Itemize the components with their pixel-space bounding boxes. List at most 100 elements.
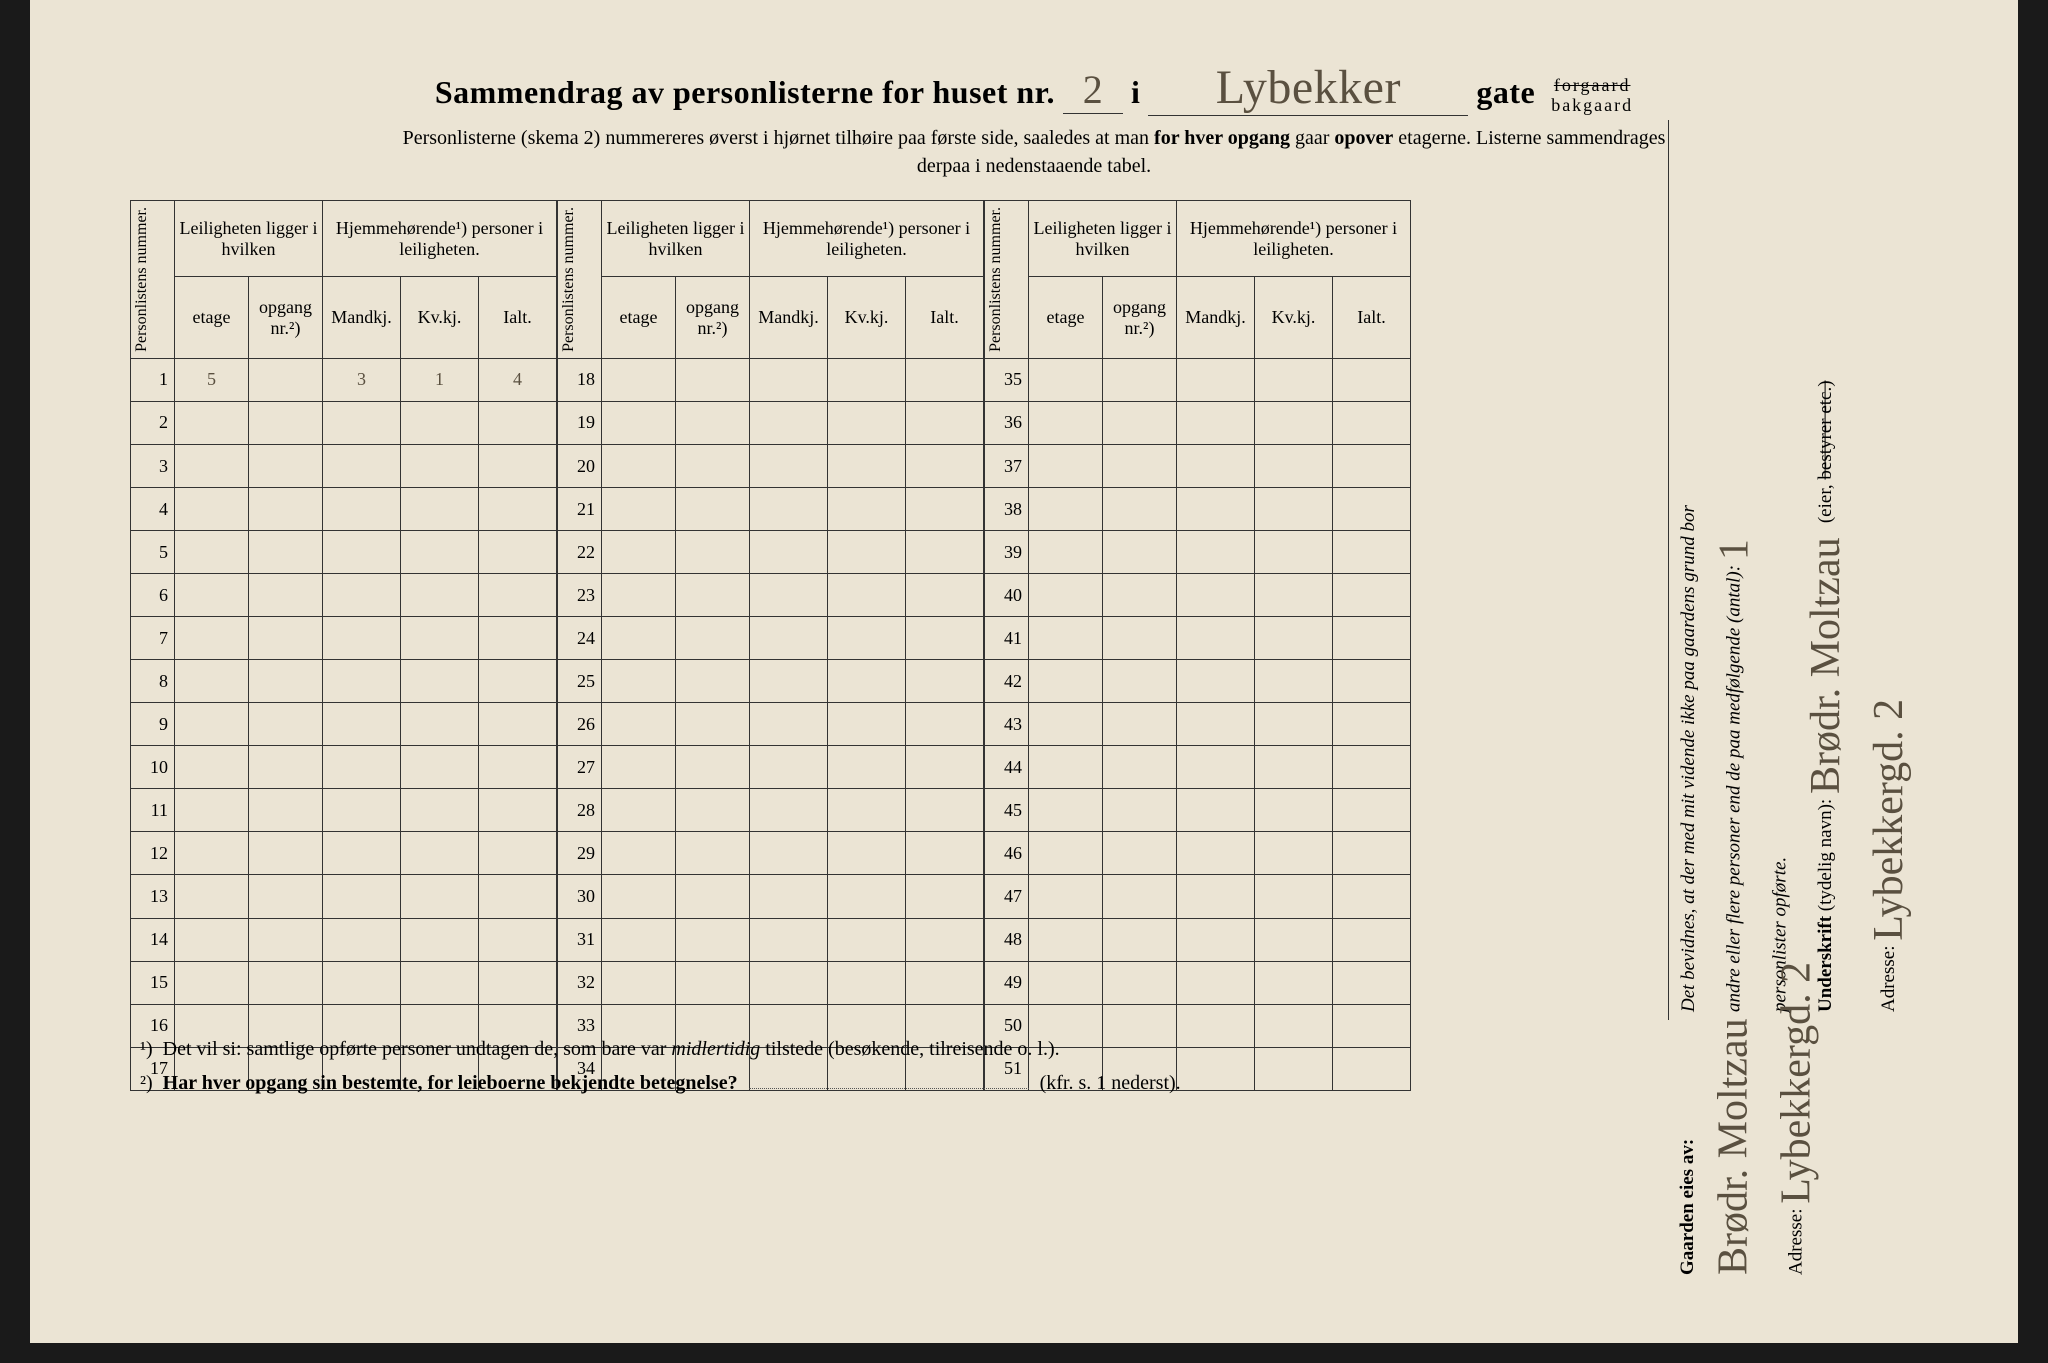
cell-opg [249,832,323,875]
cell-m [323,832,401,875]
row-number: 48 [985,918,1029,961]
cell-k [401,660,479,703]
table-row: 13 [131,875,557,918]
cell-m [323,444,401,487]
row-number: 13 [131,875,175,918]
cell-etage [602,832,676,875]
cell-i [479,531,557,574]
cell-m [1177,789,1255,832]
cell-k [828,789,906,832]
cell-k [828,660,906,703]
cell-i [906,617,984,660]
cell-i [1333,961,1411,1004]
cell-m [323,789,401,832]
cell-m [1177,703,1255,746]
cell-i [906,488,984,531]
cell-k [828,617,906,660]
cell-etage [602,574,676,617]
cell-opg [249,531,323,574]
table-row: 45 [985,789,1411,832]
cell-etage [175,746,249,789]
cell-i [1333,746,1411,789]
table-row: 38 [985,488,1411,531]
cell-opg [676,617,750,660]
cell-m [750,875,828,918]
cell-etage [602,401,676,444]
cell-opg [676,703,750,746]
cell-etage [175,617,249,660]
row-number: 26 [558,703,602,746]
cell-m [1177,918,1255,961]
cell-opg [249,358,323,401]
cell-opg [1103,746,1177,789]
row-number: 36 [985,401,1029,444]
cell-m [323,703,401,746]
cell-opg [1103,703,1177,746]
cell-k [1255,617,1333,660]
cell-k [401,746,479,789]
cell-opg [1103,358,1177,401]
table-row: 29 [558,832,984,875]
row-number: 12 [131,832,175,875]
col-hjemme: Hjemmehørende¹) personer i leiligheten. [323,201,557,277]
cell-k [828,918,906,961]
cell-i [906,961,984,1004]
cell-k [401,789,479,832]
col-leiligheten: Leiligheten ligger i hvilken [175,201,323,277]
cell-m [750,358,828,401]
cell-i [479,918,557,961]
cell-i [1333,401,1411,444]
cell-k [1255,574,1333,617]
col-mandkj-hdr: Mandkj. [323,277,401,359]
cell-k [1255,746,1333,789]
bakgaard-label: bakgaard [1551,96,1633,116]
cell-k [1255,918,1333,961]
cell-etage: 5 [175,358,249,401]
row-number: 5 [131,531,175,574]
cell-etage [1029,660,1103,703]
cell-opg [249,488,323,531]
cell-m [750,746,828,789]
cell-m [1177,401,1255,444]
cell-opg [676,875,750,918]
cell-m [750,531,828,574]
col-kvkj-hdr: Kv.kj. [828,277,906,359]
owner-panel: Gaarden eies av: Brødr. Moltzau Adresse:… [1668,1003,1928,1283]
cell-opg [249,918,323,961]
cell-i [1333,444,1411,487]
cell-etage [1029,531,1103,574]
cell-i [1333,789,1411,832]
row-number: 37 [985,444,1029,487]
table-row: 15 [131,961,557,1004]
cell-etage [602,488,676,531]
table-row: 10 [131,746,557,789]
cell-etage [602,875,676,918]
row-number: 42 [985,660,1029,703]
cell-etage [175,401,249,444]
cell-m [1177,358,1255,401]
cell-k [1255,488,1333,531]
row-number: 32 [558,961,602,1004]
cell-m [750,918,828,961]
cell-etage [175,531,249,574]
cell-m [1177,1047,1255,1090]
col-opgang-hdr: opgang nr.²) [1103,277,1177,359]
cell-k [1255,401,1333,444]
cell-m [323,875,401,918]
cell-m [323,574,401,617]
row-number: 15 [131,961,175,1004]
cell-m [323,961,401,1004]
cell-i [479,961,557,1004]
table-row: 31 [558,918,984,961]
row-number: 14 [131,918,175,961]
cell-opg [249,746,323,789]
table-row: 4 [131,488,557,531]
cell-k [1255,1004,1333,1047]
cell-m [750,444,828,487]
row-number: 4 [131,488,175,531]
cell-opg [1103,574,1177,617]
table-row: 44 [985,746,1411,789]
cell-i [1333,660,1411,703]
table-row: 14 [131,918,557,961]
cell-opg [676,358,750,401]
